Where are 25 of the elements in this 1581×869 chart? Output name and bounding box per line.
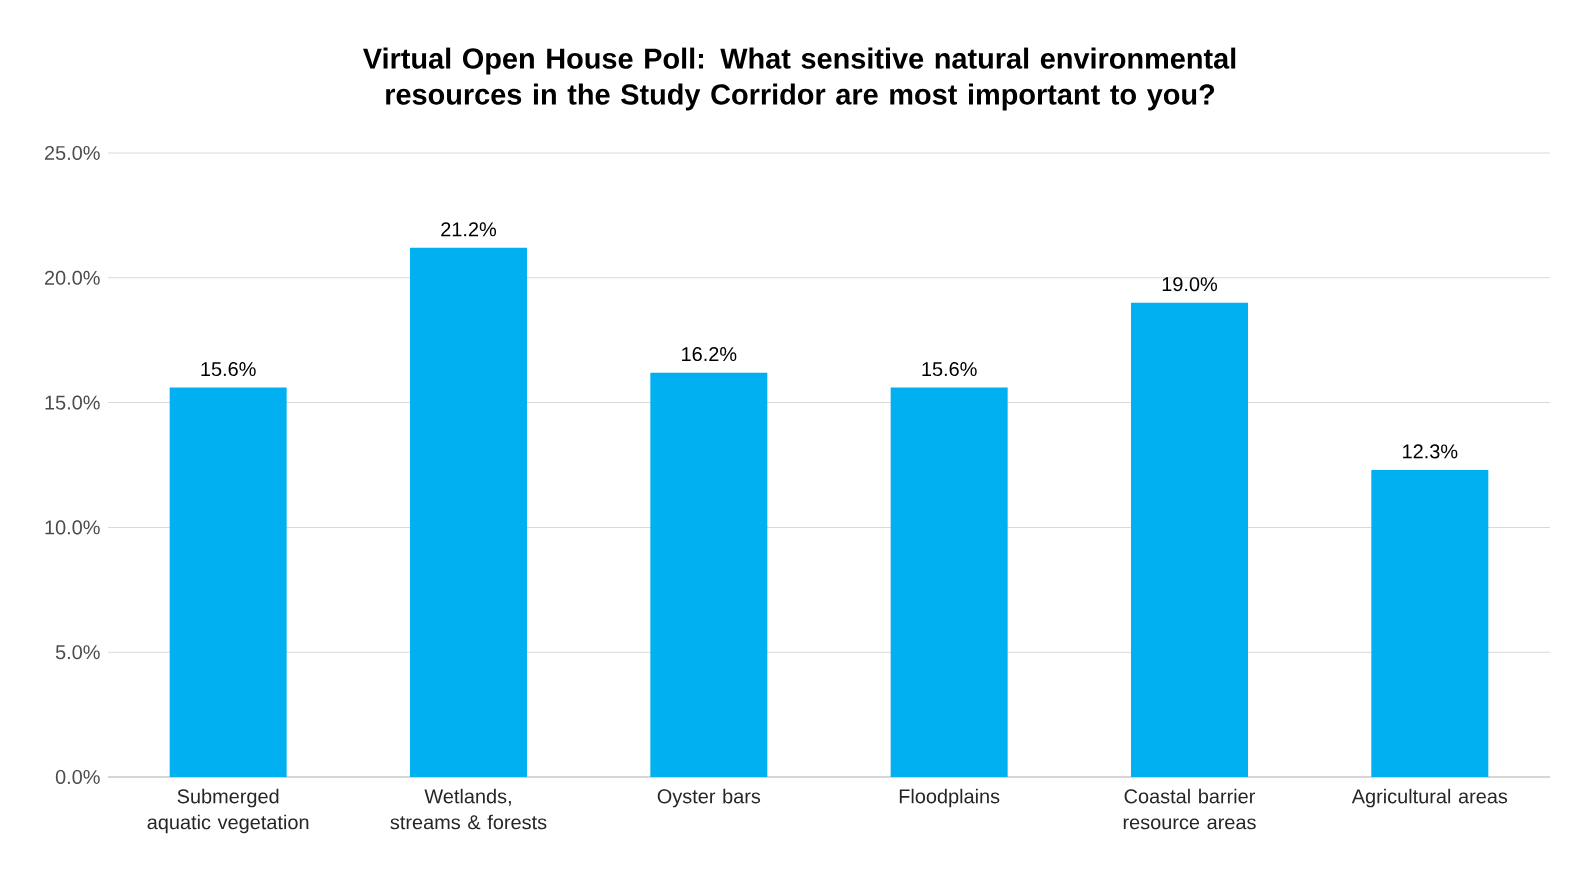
y-tick-label: 15.0% <box>45 395 100 410</box>
x-tick-label: Wetlands, streams & forests <box>390 788 547 830</box>
data-label: 15.6% <box>922 361 977 377</box>
data-label: 12.3% <box>1403 444 1458 459</box>
y-tick-label: 20.0% <box>44 270 100 285</box>
data-label: 16.2% <box>682 347 737 362</box>
x-tick-label: Oyster bars <box>657 788 761 808</box>
y-tick-label: 5.0% <box>55 645 100 660</box>
y-tick-label: 25.0% <box>44 145 100 161</box>
bar <box>169 387 287 777</box>
y-tick-label: 10.0% <box>45 520 100 535</box>
data-label: 15.6% <box>201 361 256 377</box>
x-tick-label: Submerged aquatic vegetation <box>147 788 309 834</box>
y-tick-label: 0.0% <box>55 769 100 785</box>
x-tick-label: Agricultural areas <box>1351 788 1508 808</box>
bar <box>1371 469 1489 777</box>
x-tick-label: Floodplains <box>899 788 1000 808</box>
chart-title: Virtual Open House Poll: What sensitive natural environmental resources in the Study Corridor are most important to you? <box>363 47 1236 111</box>
data-label: 21.2% <box>441 222 497 237</box>
x-tick-label: Coastal barrier resource areas <box>1123 788 1256 830</box>
bar <box>410 247 527 777</box>
bar <box>890 387 1008 777</box>
bar <box>1130 302 1248 777</box>
bar <box>650 372 768 777</box>
data-label: 19.0% <box>1162 277 1218 292</box>
